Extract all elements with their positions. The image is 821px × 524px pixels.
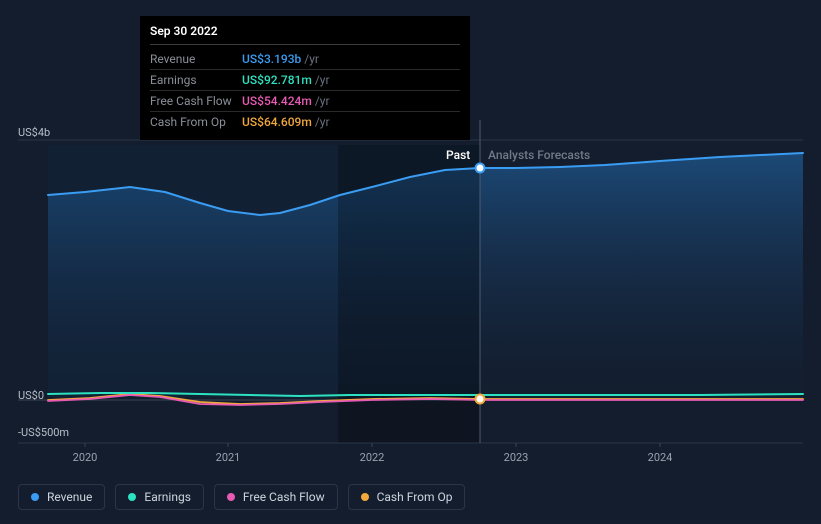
- legend-dot-icon: [361, 493, 369, 501]
- forecast-label: Analysts Forecasts: [488, 148, 590, 162]
- legend-item-label: Free Cash Flow: [243, 490, 325, 504]
- tooltip-row-label: Cash From Op: [150, 115, 242, 129]
- tooltip-row-label: Revenue: [150, 52, 242, 66]
- x-axis-label: 2023: [504, 451, 529, 464]
- tooltip-row-value: US$3.193b: [242, 52, 301, 66]
- tooltip-date: Sep 30 2022: [150, 24, 460, 45]
- past-label: Past: [446, 148, 470, 162]
- legend-item[interactable]: Earnings: [115, 484, 204, 510]
- tooltip-row-unit: /yr: [315, 94, 330, 108]
- tooltip-row-unit: /yr: [304, 52, 319, 66]
- legend-dot-icon: [227, 493, 235, 501]
- tooltip-row: Cash From OpUS$64.609m/yr: [150, 112, 460, 132]
- y-axis-label: US$4b: [18, 126, 50, 139]
- x-axis-label: 2024: [648, 451, 673, 464]
- tooltip-row-label: Free Cash Flow: [150, 94, 242, 108]
- legend-item[interactable]: Cash From Op: [348, 484, 466, 510]
- tooltip-row-unit: /yr: [315, 73, 330, 87]
- legend-dot-icon: [128, 493, 136, 501]
- legend-item[interactable]: Free Cash Flow: [214, 484, 338, 510]
- chart-legend: Revenue Earnings Free Cash Flow Cash From O…: [18, 484, 465, 510]
- tooltip-row: Free Cash FlowUS$54.424m/yr: [150, 91, 460, 112]
- legend-dot-icon: [31, 493, 39, 501]
- tooltip-row-value: US$92.781m: [242, 73, 312, 87]
- financial-chart: Past Analysts Forecasts Sep 30 2022 Reve…: [0, 0, 821, 524]
- x-axis-label: 2022: [360, 451, 385, 464]
- legend-item[interactable]: Revenue: [18, 484, 105, 510]
- legend-item-label: Earnings: [144, 490, 191, 504]
- chart-tooltip: Sep 30 2022 RevenueUS$3.193b/yrEarningsU…: [140, 16, 470, 140]
- tooltip-row-label: Earnings: [150, 73, 242, 87]
- tooltip-row-value: US$64.609m: [242, 115, 312, 129]
- tooltip-row-value: US$54.424m: [242, 94, 312, 108]
- y-axis-label: -US$500m: [18, 426, 69, 439]
- x-axis-label: 2020: [73, 451, 98, 464]
- tooltip-row: EarningsUS$92.781m/yr: [150, 70, 460, 91]
- tooltip-row: RevenueUS$3.193b/yr: [150, 49, 460, 70]
- legend-item-label: Revenue: [47, 490, 92, 504]
- x-axis-label: 2021: [216, 451, 241, 464]
- legend-item-label: Cash From Op: [377, 490, 453, 504]
- y-axis-label: US$0: [18, 389, 44, 402]
- tooltip-row-unit: /yr: [315, 115, 330, 129]
